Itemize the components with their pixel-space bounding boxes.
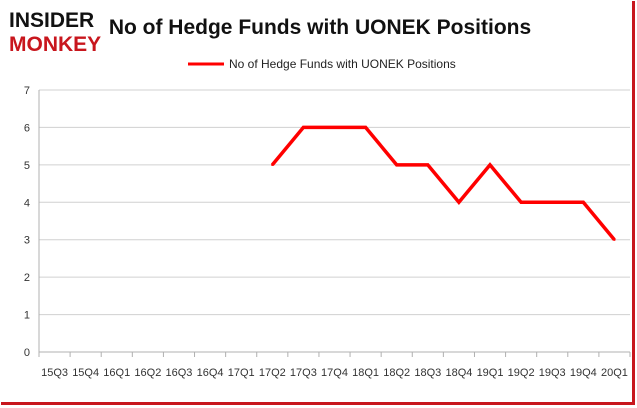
data-point <box>302 126 305 129</box>
y-tick-label: 5 <box>24 160 30 172</box>
data-point <box>582 201 585 204</box>
x-tick-label: 19Q1 <box>477 367 504 379</box>
data-point <box>457 201 461 204</box>
y-tick-label: 3 <box>24 235 30 247</box>
data-point <box>333 126 336 129</box>
data-point <box>271 163 274 167</box>
x-tick-label: 19Q2 <box>508 367 535 379</box>
data-point <box>488 163 492 167</box>
data-point <box>613 238 616 241</box>
y-tick-label: 2 <box>24 272 30 284</box>
series-layer <box>270 125 616 241</box>
x-tick-label: 17Q1 <box>228 367 255 379</box>
logo-line-monkey: MONKEY <box>9 33 101 54</box>
x-tick-label: 16Q1 <box>103 367 130 379</box>
logo-line-insider: INSIDER <box>9 9 94 32</box>
y-tick-label: 1 <box>24 310 30 322</box>
x-tick-label: 16Q4 <box>197 367 224 379</box>
legend-label: No of Hedge Funds with UONEK Positions <box>229 57 456 71</box>
x-tick-label: 17Q3 <box>290 367 317 379</box>
legend: No of Hedge Funds with UONEK Positions <box>188 57 456 71</box>
x-tick-label: 18Q2 <box>383 367 410 379</box>
axes <box>38 90 631 357</box>
y-tick-label: 4 <box>24 197 30 209</box>
x-tick-label: 19Q3 <box>539 367 566 379</box>
x-tick-label: 18Q4 <box>445 367 472 379</box>
y-tick-label: 0 <box>24 347 30 359</box>
x-tick-label: 15Q3 <box>41 367 68 379</box>
x-tick-label: 18Q3 <box>414 367 441 379</box>
x-tick-label: 15Q4 <box>72 367 99 379</box>
y-tick-label: 7 <box>24 85 30 97</box>
data-point <box>519 201 523 204</box>
data-point <box>426 163 430 167</box>
x-tick-label: 18Q1 <box>352 367 379 379</box>
series-line-0 <box>270 125 616 241</box>
x-tick-label: 20Q1 <box>601 367 628 379</box>
x-tick-label: 16Q2 <box>134 367 161 379</box>
chart-title: No of Hedge Funds with UONEK Positions <box>109 16 531 39</box>
x-tick-label: 16Q3 <box>166 367 193 379</box>
data-point <box>551 201 554 204</box>
x-tick-label: 19Q4 <box>570 367 597 379</box>
data-point <box>364 126 367 129</box>
x-tick-label: 17Q4 <box>321 367 348 379</box>
y-tick-label: 6 <box>24 122 30 134</box>
y-tick-labels: 0 1 2 3 4 5 6 7 <box>24 85 30 359</box>
x-tick-labels: 15Q3 15Q4 16Q1 16Q2 16Q3 16Q4 17Q1 17Q2 17Q3 17Q4… <box>41 367 628 379</box>
data-point <box>395 163 398 167</box>
x-tick-label: 17Q2 <box>259 367 286 379</box>
insider-monkey-logo: INSIDER MONKEY <box>9 9 101 54</box>
